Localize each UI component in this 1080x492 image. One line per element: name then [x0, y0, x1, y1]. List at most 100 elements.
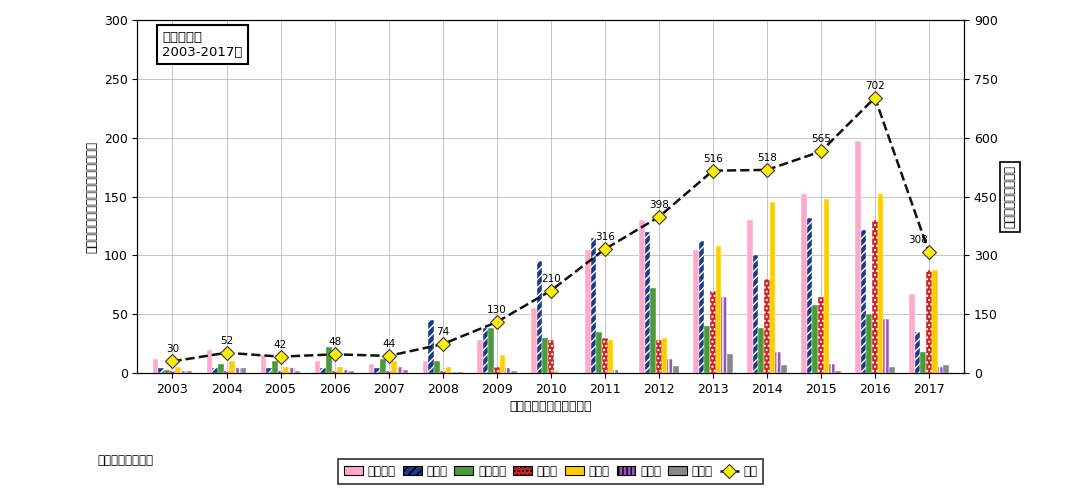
Bar	[861, 230, 866, 373]
Bar	[267, 369, 272, 373]
Bar	[667, 359, 673, 373]
Bar	[878, 194, 883, 373]
Bar	[781, 365, 786, 373]
Bar	[645, 232, 650, 373]
Bar	[548, 340, 554, 373]
Bar	[488, 329, 494, 373]
Bar	[446, 367, 451, 373]
Bar	[278, 371, 283, 373]
Bar	[206, 350, 213, 373]
Bar	[187, 371, 192, 373]
Bar	[855, 141, 861, 373]
Y-axis label: 出願人国籍・地域別出願件数（件）: 出願人国籍・地域別出願件数（件）	[85, 141, 98, 252]
Text: 52: 52	[220, 336, 233, 346]
Bar	[440, 371, 446, 373]
Text: 316: 316	[595, 232, 615, 242]
Bar	[716, 246, 721, 373]
X-axis label: 出願年（先願権主張年）: 出願年（先願権主張年）	[510, 400, 592, 413]
Bar	[937, 367, 943, 373]
Bar	[283, 367, 289, 373]
Bar	[747, 220, 753, 373]
Bar	[889, 367, 895, 373]
Text: 48: 48	[328, 337, 341, 347]
Bar	[314, 362, 321, 373]
Bar	[650, 288, 656, 373]
Bar	[807, 218, 812, 373]
Bar	[727, 354, 732, 373]
Text: 44: 44	[382, 339, 395, 349]
Bar	[673, 366, 678, 373]
Bar	[704, 326, 710, 373]
Bar	[753, 255, 758, 373]
Text: 516: 516	[703, 154, 723, 164]
Bar	[368, 364, 375, 373]
Bar	[542, 338, 548, 373]
Bar	[608, 340, 613, 373]
Bar	[349, 371, 354, 373]
Bar	[835, 371, 841, 373]
Bar	[829, 364, 835, 373]
Bar	[927, 270, 932, 373]
Bar	[434, 362, 440, 373]
Bar	[380, 359, 386, 373]
Bar	[505, 369, 511, 373]
Bar	[235, 369, 241, 373]
Bar	[801, 194, 807, 373]
Text: 30: 30	[166, 344, 179, 354]
Bar	[213, 369, 218, 373]
Bar	[483, 329, 488, 373]
Bar	[591, 238, 596, 373]
Bar	[170, 371, 175, 373]
Bar	[397, 367, 403, 373]
Text: 42: 42	[274, 339, 287, 350]
Bar	[175, 367, 181, 373]
Bar	[873, 220, 878, 373]
Text: 130: 130	[487, 305, 507, 315]
Bar	[295, 371, 300, 373]
Bar	[693, 249, 699, 373]
Bar	[326, 347, 332, 373]
Bar	[272, 362, 278, 373]
Bar	[224, 371, 229, 373]
Bar	[152, 359, 159, 373]
Bar	[343, 369, 349, 373]
Text: 74: 74	[436, 327, 449, 337]
Bar	[596, 332, 602, 373]
Bar	[656, 340, 662, 373]
Text: 565: 565	[811, 134, 831, 144]
Bar	[758, 329, 764, 373]
Bar	[915, 332, 920, 373]
Bar	[824, 199, 829, 373]
Text: 210: 210	[541, 274, 561, 284]
Bar	[229, 362, 235, 373]
Bar	[639, 220, 645, 373]
Bar	[391, 362, 397, 373]
Bar	[866, 314, 873, 373]
Bar	[554, 371, 559, 373]
Legend: 日本国籍, 米国籍, 欧州国籍, 中国籍, 韓国籍, 台湾籍, その他, 合計: 日本国籍, 米国籍, 欧州国籍, 中国籍, 韓国籍, 台湾籍, その他, 合計	[338, 459, 764, 484]
Text: 702: 702	[865, 81, 885, 91]
Bar	[775, 352, 781, 373]
Bar	[457, 372, 462, 373]
Bar	[602, 338, 608, 373]
Text: 先願権主張
2003-2017年: 先願権主張 2003-2017年	[162, 31, 243, 59]
Y-axis label: 合計出願件数（件）: 合計出願件数（件）	[1003, 165, 1016, 228]
Bar	[812, 305, 818, 373]
Bar	[332, 371, 337, 373]
Text: 出願人国籍・地域: 出願人国籍・地域	[97, 454, 153, 466]
Bar	[943, 365, 949, 373]
Bar	[770, 203, 775, 373]
Text: 398: 398	[649, 200, 669, 210]
Bar	[511, 371, 516, 373]
Bar	[883, 319, 889, 373]
Text: 518: 518	[757, 153, 777, 163]
Bar	[932, 270, 937, 373]
Bar	[477, 340, 483, 373]
Bar	[909, 294, 915, 373]
Bar	[260, 356, 267, 373]
Bar	[764, 279, 770, 373]
Bar	[699, 241, 704, 373]
Bar	[337, 367, 343, 373]
Bar	[321, 369, 326, 373]
Bar	[181, 371, 187, 373]
